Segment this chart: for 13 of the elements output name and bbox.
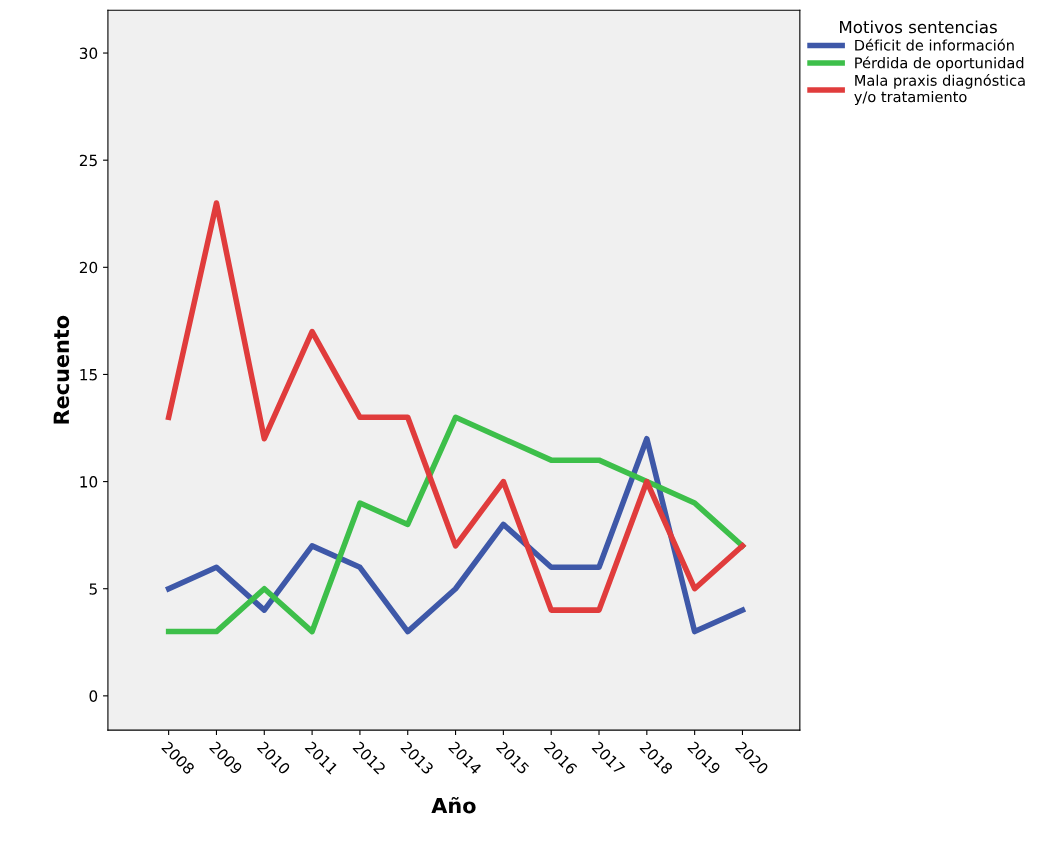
y-tick-label: 20	[79, 261, 98, 274]
legend-label: Pérdida de oportunidad	[855, 56, 1024, 72]
y-tick-label: 15	[80, 369, 97, 381]
y-tick-label: 25	[79, 154, 97, 167]
y-tick-label: 0	[89, 690, 98, 702]
y-tick-label: 30	[79, 47, 98, 60]
legend-label: Déficit de información	[855, 38, 1014, 51]
y-tick-label: 10	[80, 476, 98, 488]
legend-title: Motivos sentencias	[840, 20, 997, 34]
x-axis-title: Año	[431, 796, 476, 814]
y-tick-label: 5	[89, 583, 97, 595]
legend-label: Mala praxis diagnóstica y/o tratamiento	[854, 74, 1025, 106]
y-axis-title: Recuento	[53, 315, 70, 424]
